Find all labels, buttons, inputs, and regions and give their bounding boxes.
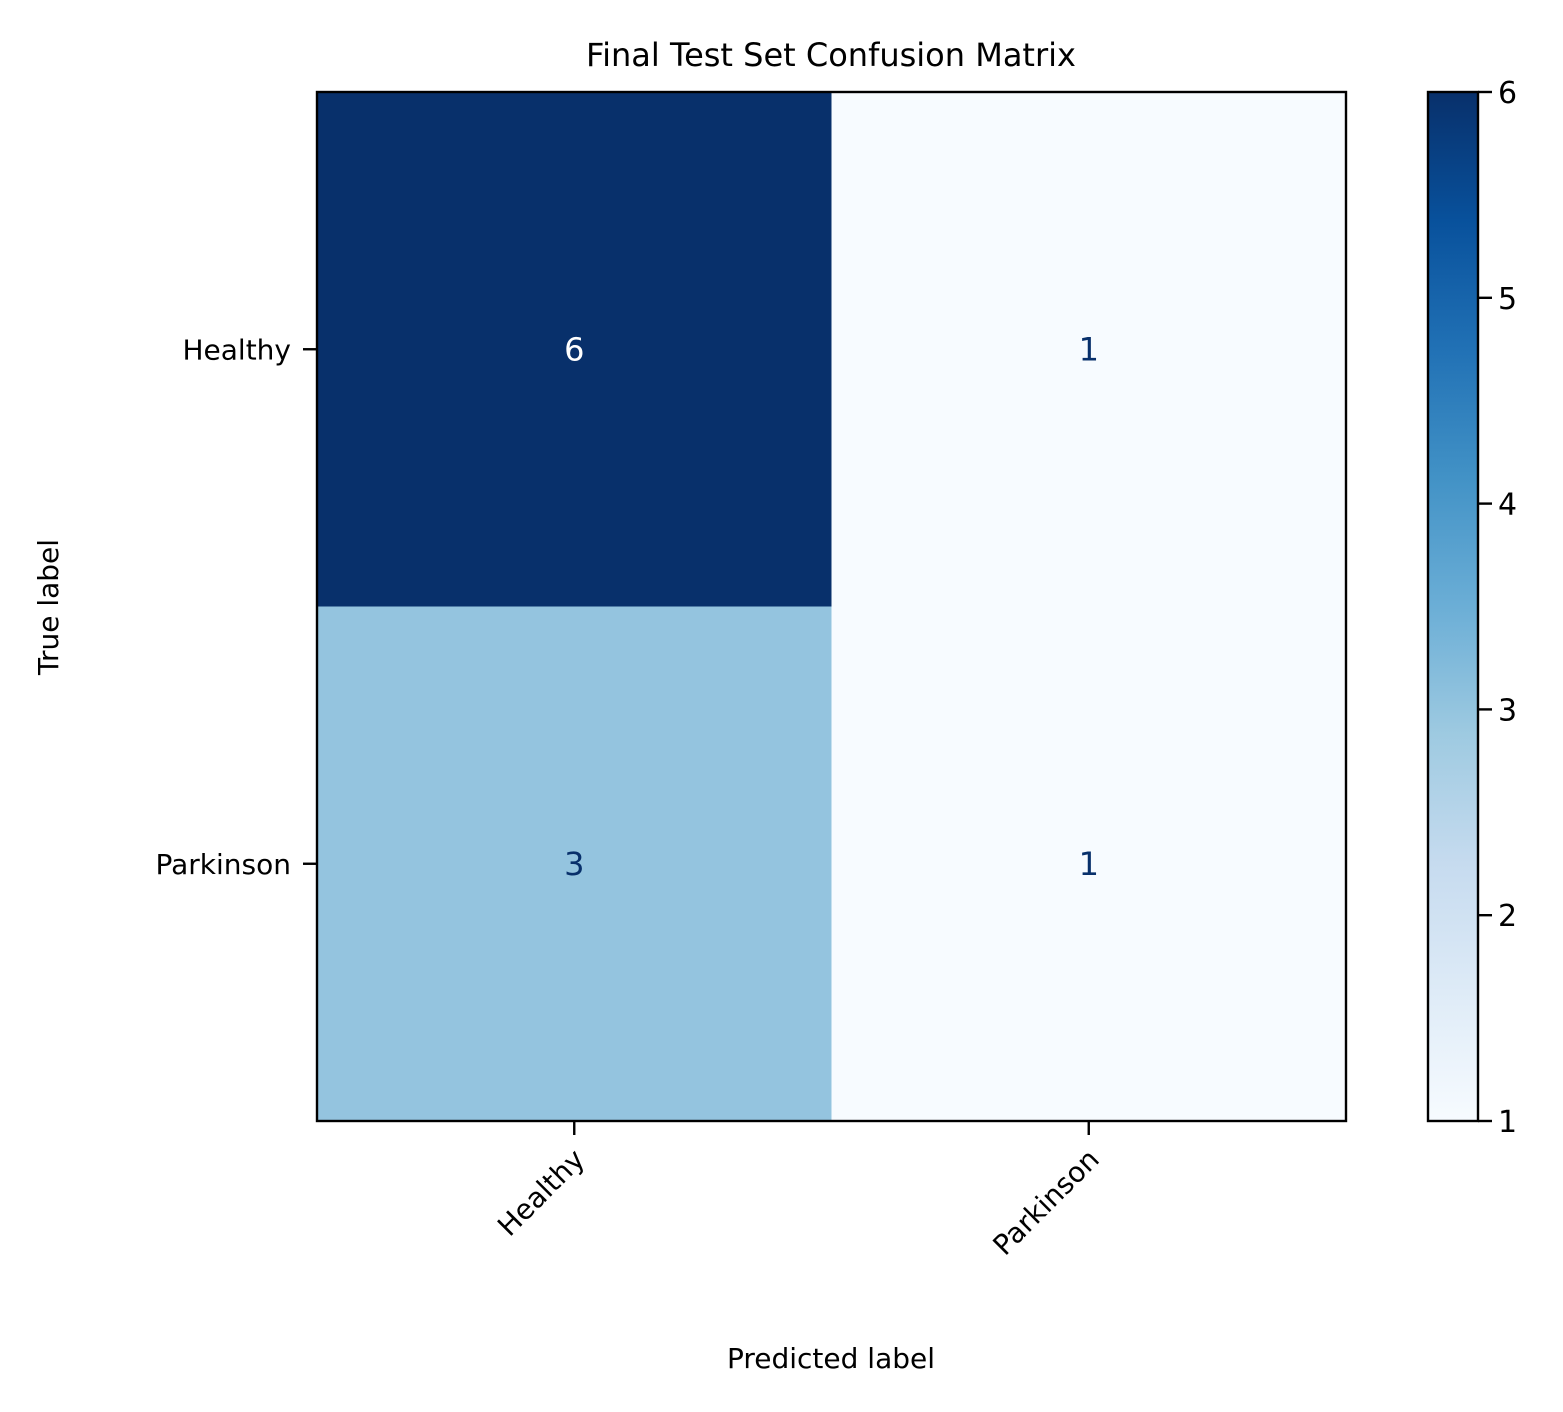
colorbar-tick-label: 1: [1498, 1105, 1517, 1140]
y-axis-ticks: Healthy Parkinson: [155, 333, 317, 881]
chart-title: Final Test Set Confusion Matrix: [586, 36, 1076, 74]
x-axis-label: Predicted label: [727, 1342, 935, 1375]
cell-value-label: 1: [1079, 845, 1099, 883]
colorbar-tick-label: 3: [1498, 693, 1517, 728]
heatmap-cell: [831, 92, 1347, 607]
y-tick-label: Parkinson: [155, 848, 291, 881]
cell-value-label: 3: [564, 845, 584, 883]
x-tick-label: Healthy: [491, 1143, 591, 1243]
y-axis-label: True label: [32, 539, 65, 676]
cell-value-label: 1: [1079, 330, 1099, 368]
colorbar-tick-label: 6: [1498, 76, 1517, 111]
cell-annotations: 6 1 3 1: [564, 330, 1099, 883]
x-tick-label: Parkinson: [987, 1143, 1106, 1262]
colorbar-tick-label: 2: [1498, 899, 1517, 934]
colorbar-tick-label: 5: [1498, 282, 1517, 317]
heatmap-cell: [317, 92, 832, 607]
y-tick-label: Healthy: [182, 333, 291, 366]
colorbar-ticks: 1 2 3 4 5 6: [1478, 76, 1517, 1140]
cell-value-label: 6: [564, 330, 584, 368]
heatmap-cells: [317, 92, 1347, 1122]
colorbar: [1426, 90, 1480, 1123]
heatmap-cell: [831, 606, 1347, 1122]
x-axis-ticks: Healthy Parkinson: [491, 1121, 1106, 1262]
heatmap-cell: [317, 606, 832, 1122]
plot-frame: [315, 90, 1348, 1123]
colorbar-tick-label: 4: [1498, 488, 1517, 523]
